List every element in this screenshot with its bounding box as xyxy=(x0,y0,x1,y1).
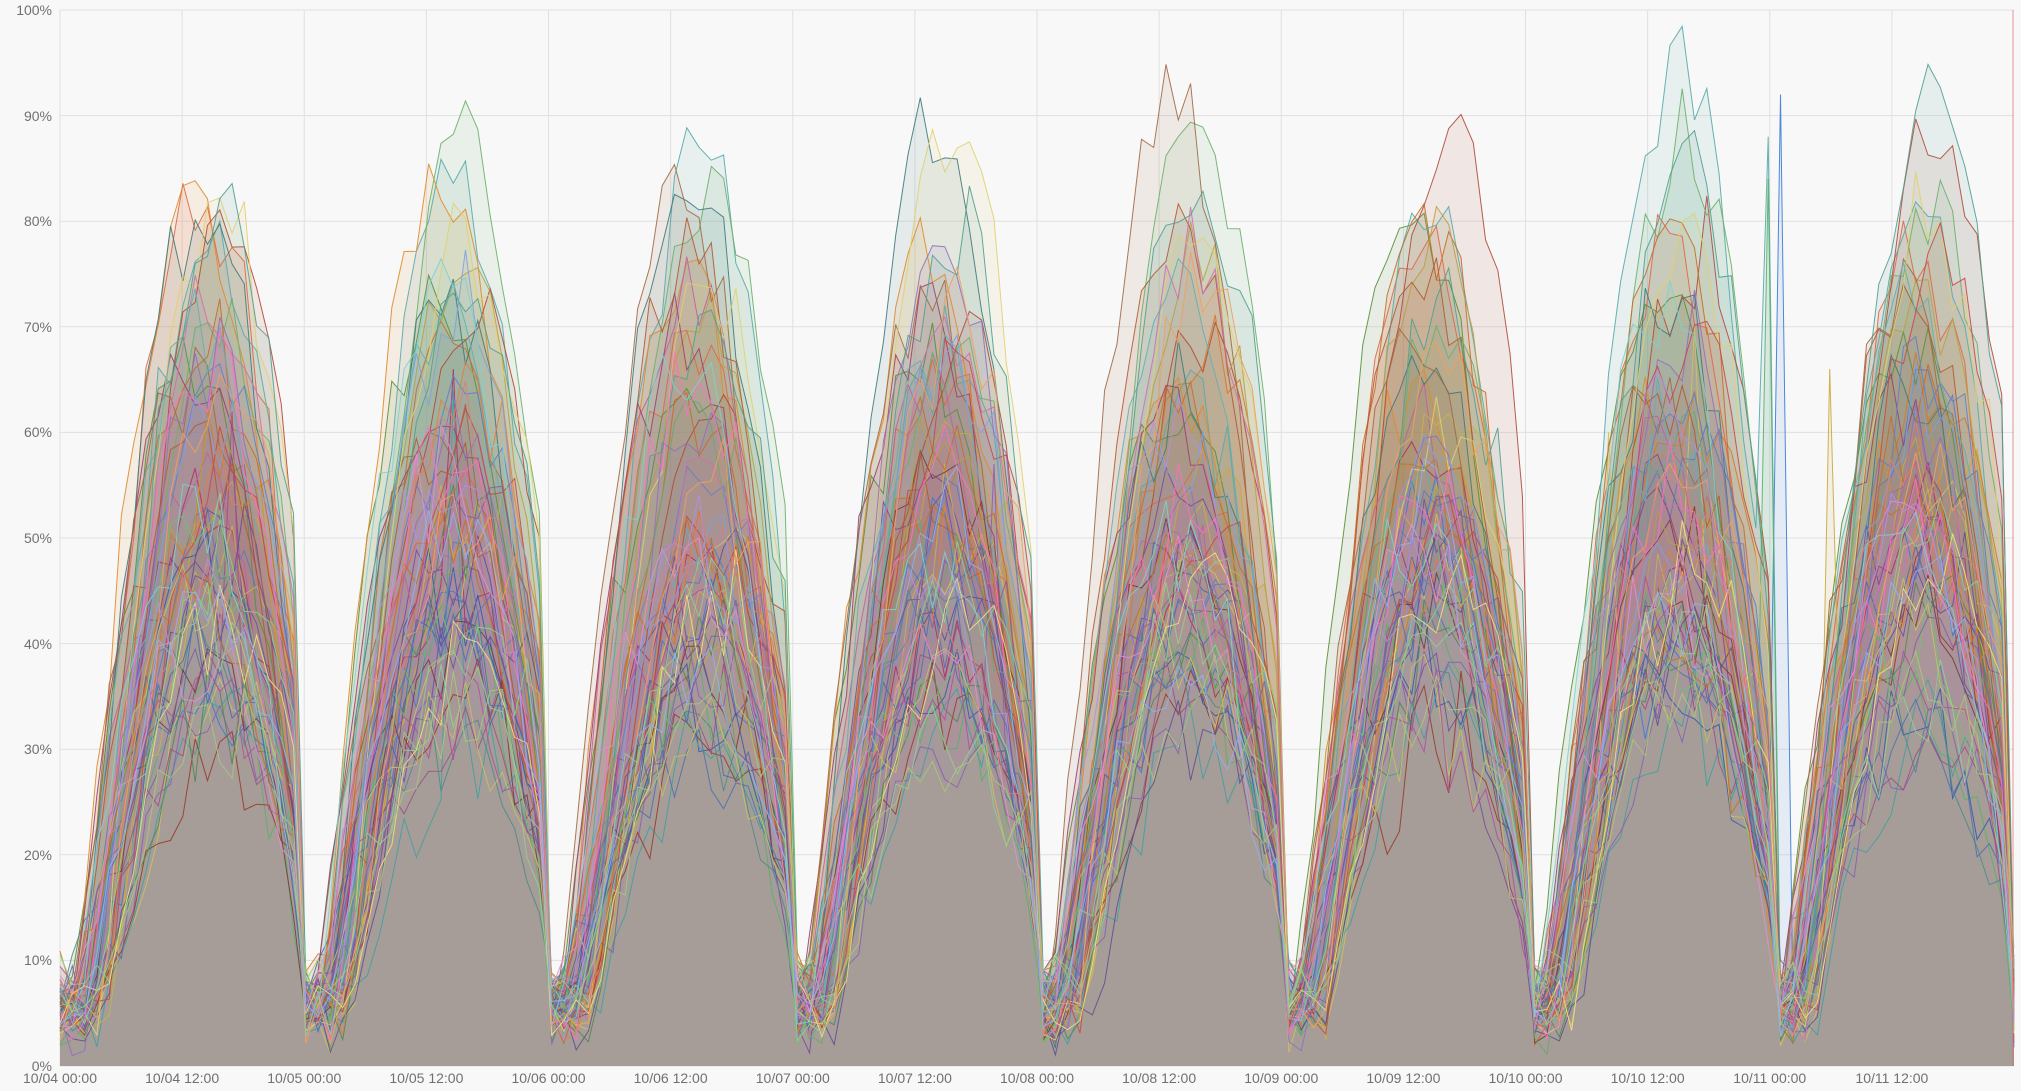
axis-label: 10/07 00:00 xyxy=(756,1070,830,1086)
axis-label: 60% xyxy=(24,424,52,440)
axis-label: 10/09 12:00 xyxy=(1366,1070,1440,1086)
axis-label: 10/06 12:00 xyxy=(634,1070,708,1086)
chart-svg[interactable] xyxy=(0,0,2021,1091)
axis-label: 30% xyxy=(24,741,52,757)
axis-label: 10/04 12:00 xyxy=(145,1070,219,1086)
axis-label: 10/10 00:00 xyxy=(1489,1070,1563,1086)
axis-label: 70% xyxy=(24,319,52,335)
axis-label: 80% xyxy=(24,213,52,229)
axis-label: 100% xyxy=(16,2,52,18)
axis-label: 10/06 00:00 xyxy=(512,1070,586,1086)
axis-label: 10/07 12:00 xyxy=(878,1070,952,1086)
axis-label: 10/09 00:00 xyxy=(1244,1070,1318,1086)
axis-label: 10/11 12:00 xyxy=(1855,1070,1928,1086)
axis-label: 10/11 00:00 xyxy=(1733,1070,1806,1086)
axis-label: 10% xyxy=(24,952,52,968)
axis-label: 10/08 12:00 xyxy=(1122,1070,1196,1086)
axis-label: 50% xyxy=(24,530,52,546)
axis-label: 10/08 00:00 xyxy=(1000,1070,1074,1086)
axis-label: 10/04 00:00 xyxy=(23,1070,97,1086)
axis-label: 40% xyxy=(24,636,52,652)
axis-label: 20% xyxy=(24,847,52,863)
axis-label: 90% xyxy=(24,108,52,124)
axis-label: 10/05 00:00 xyxy=(267,1070,341,1086)
axis-label: 10/10 12:00 xyxy=(1611,1070,1685,1086)
axis-label: 10/05 12:00 xyxy=(389,1070,463,1086)
utilization-chart: 0%10%20%30%40%50%60%70%80%90%100%10/04 0… xyxy=(0,0,2021,1091)
